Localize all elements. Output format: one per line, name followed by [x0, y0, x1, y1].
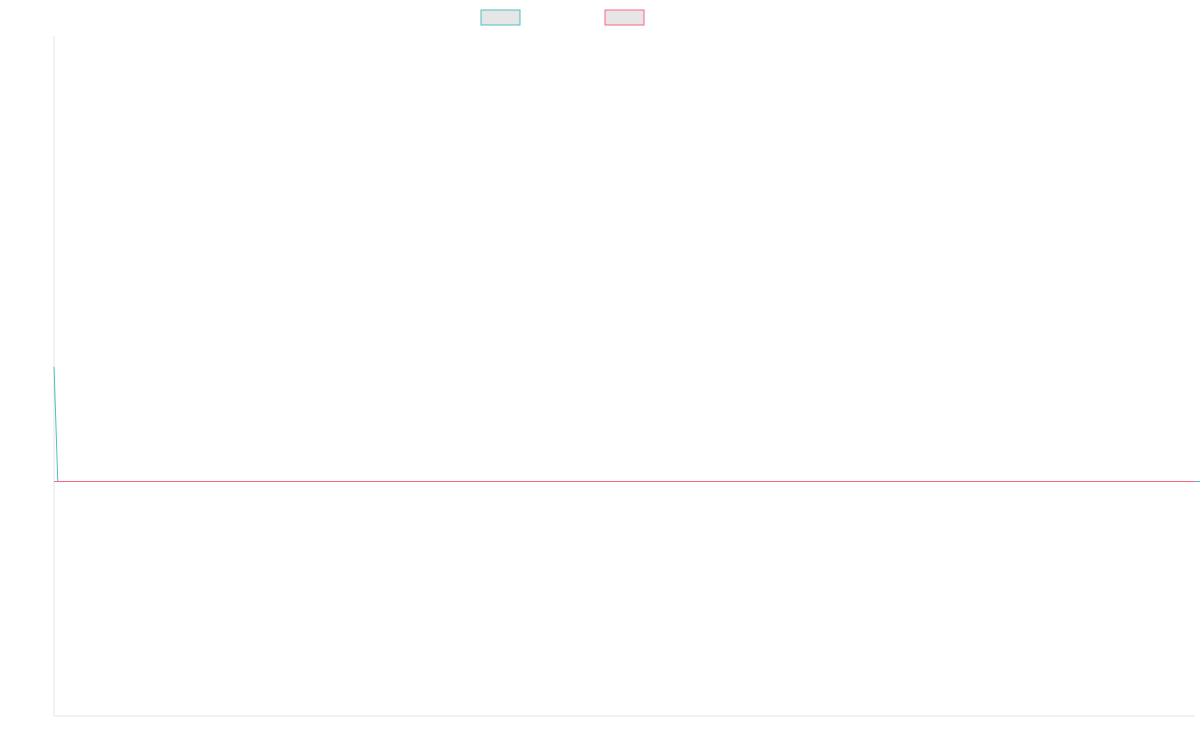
legend-item-series-1[interactable]	[480, 9, 521, 26]
legend-swatch-series-2	[604, 9, 645, 26]
series-layer	[53, 366, 1200, 483]
legend-item-series-2[interactable]	[604, 9, 645, 26]
legend-swatch-series-1	[480, 9, 521, 26]
legend[interactable]	[480, 9, 645, 26]
axes	[53, 36, 1195, 717]
series-1-line	[53, 366, 1200, 483]
